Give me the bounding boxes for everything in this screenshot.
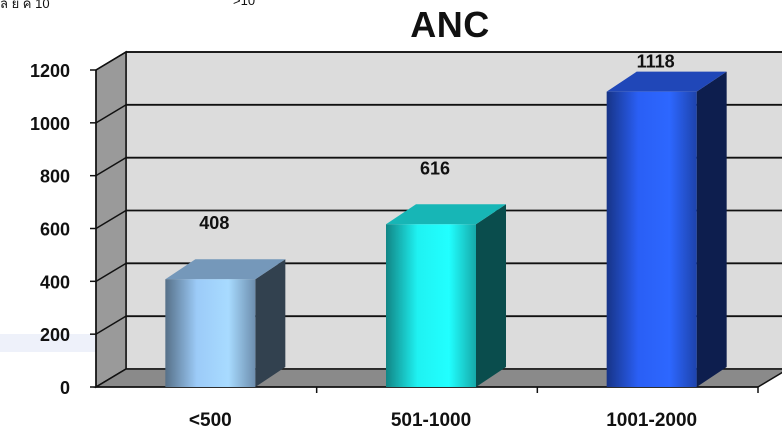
y-tick-label: 800	[40, 167, 70, 187]
bar-1001-2000	[606, 71, 727, 387]
bars	[165, 71, 727, 387]
gridline-side	[95, 51, 127, 71]
y-tick-label: 400	[40, 272, 70, 292]
y-tick-label: 600	[40, 220, 70, 240]
gridline-side	[95, 262, 127, 282]
cropped-header-text-left: ล ย ค 10	[0, 0, 50, 11]
data-label: 616	[420, 158, 450, 178]
bar-side	[696, 71, 727, 387]
bar-top	[606, 71, 727, 92]
bar-front	[386, 224, 476, 387]
bar-side	[476, 204, 506, 387]
bar-side	[255, 259, 286, 387]
side-highlight	[0, 334, 100, 352]
x-tick-label: 1001-2000	[606, 410, 697, 431]
gridline-side	[95, 104, 127, 124]
y-tick-label: 0	[60, 378, 70, 398]
bar-<500	[165, 259, 286, 387]
bar-501-1000	[386, 204, 506, 387]
data-label: 1118	[637, 52, 675, 72]
y-tick-label: 200	[40, 325, 70, 345]
cropped-header-text-right: >10	[233, 0, 256, 8]
chart-title: ANC	[410, 4, 490, 45]
gridline-side	[95, 157, 127, 177]
bar-front	[606, 91, 697, 387]
bar-top	[386, 204, 506, 225]
labels: 408 <500 616 501-1000 1118 1001-2000	[189, 52, 697, 431]
gridline-side	[95, 209, 127, 230]
x-tick-label: 501-1000	[391, 410, 471, 431]
bar-front	[165, 279, 256, 387]
x-tick-label: <500	[189, 410, 232, 431]
y-tick-label: 1000	[30, 114, 70, 134]
gridline-side	[95, 315, 127, 335]
bar-top	[165, 259, 286, 280]
data-label: 408	[199, 213, 229, 233]
y-tick-label: 1200	[30, 61, 70, 81]
